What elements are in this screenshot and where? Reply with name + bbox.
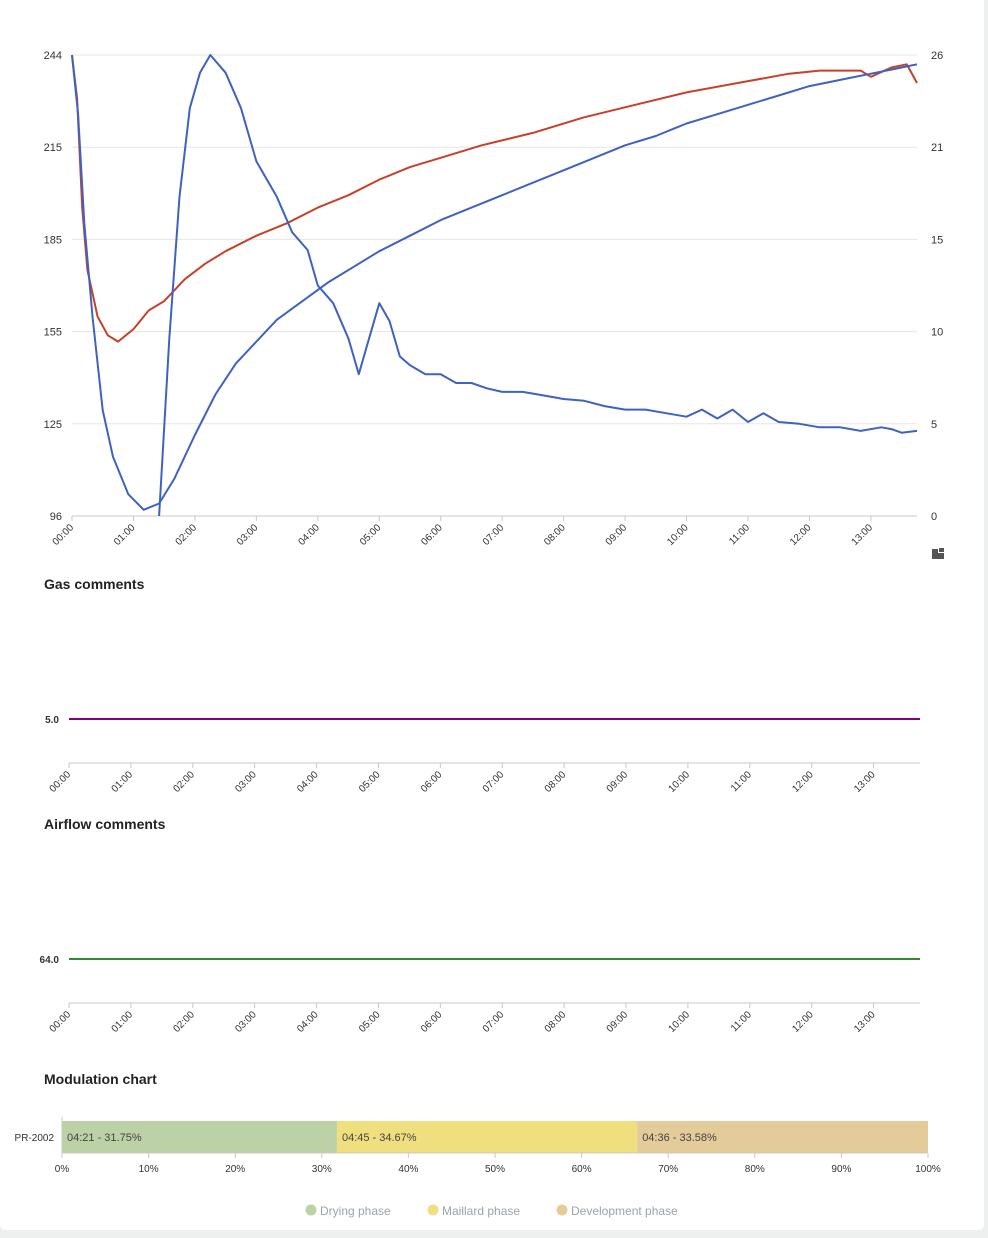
airflow-comments-chart: 64.000:00 01:00 02:00 03:00 04:00 05:00 06:00 0… <box>40 955 920 1035</box>
x-tick-label: 100% <box>915 1164 941 1175</box>
x-tick-label: 50% <box>485 1164 505 1175</box>
category-label: PR-2002 <box>15 1133 55 1144</box>
phase-bar-1 <box>336 1121 638 1153</box>
x-tick-label: 90% <box>831 1164 851 1175</box>
phase-bar-label: 04:36 - 33.58% <box>642 1132 717 1144</box>
gas-comments-title: Gas comments <box>44 576 145 592</box>
x-tick-label: 20% <box>225 1164 245 1175</box>
right-y-tick-label: 5 <box>931 419 937 431</box>
x-tick-label: 30% <box>312 1164 332 1175</box>
left-y-tick-label: 125 <box>44 419 62 431</box>
x-tick-label: 60% <box>572 1164 592 1175</box>
chart-menu-icon[interactable] <box>930 546 946 560</box>
series-line-1 <box>71 54 918 511</box>
left-y-tick-label: 244 <box>44 50 62 62</box>
series-line-0 <box>71 54 918 343</box>
phase-bar-label: 04:21 - 31.75% <box>67 1132 142 1144</box>
x-tick-label: 0% <box>55 1164 70 1175</box>
modulation-chart-title: Modulation chart <box>44 1071 157 1087</box>
y-tick-label: 64.0 <box>40 955 60 966</box>
airflow-comments-title: Airflow comments <box>44 816 166 832</box>
legend-marker <box>427 1204 439 1216</box>
legend-marker <box>556 1204 568 1216</box>
phase-bar-label: 04:45 - 34.67% <box>342 1132 417 1144</box>
right-y-tick-label: 26 <box>931 50 943 62</box>
left-y-tick-label: 155 <box>44 327 62 339</box>
left-y-tick-label: 96 <box>50 511 62 523</box>
x-tick-label: 70% <box>658 1164 678 1175</box>
legend-label: Maillard phase <box>442 1204 520 1218</box>
legend-marker <box>305 1204 317 1216</box>
x-tick-label: 10% <box>139 1164 159 1175</box>
x-tick-label: 80% <box>745 1164 765 1175</box>
phase-bar-2 <box>637 1121 928 1153</box>
y-tick-label: 5.0 <box>45 715 59 726</box>
right-y-tick-label: 21 <box>931 142 943 154</box>
x-tick-label: 40% <box>398 1164 418 1175</box>
series-line-2 <box>158 54 918 517</box>
right-y-tick-label: 15 <box>931 234 943 246</box>
right-y-tick-label: 10 <box>931 327 943 339</box>
left-y-tick-label: 215 <box>44 142 62 154</box>
legend-label: Development phase <box>571 1204 678 1218</box>
gas-comments-chart: 5.000:00 01:00 02:00 03:00 04:00 05:00 06:00 07… <box>45 715 920 795</box>
legend-label: Drying phase <box>320 1204 391 1218</box>
phase-bar-0 <box>62 1121 337 1153</box>
right-y-tick-label: 0 <box>931 511 937 523</box>
left-y-tick-label: 185 <box>44 234 62 246</box>
